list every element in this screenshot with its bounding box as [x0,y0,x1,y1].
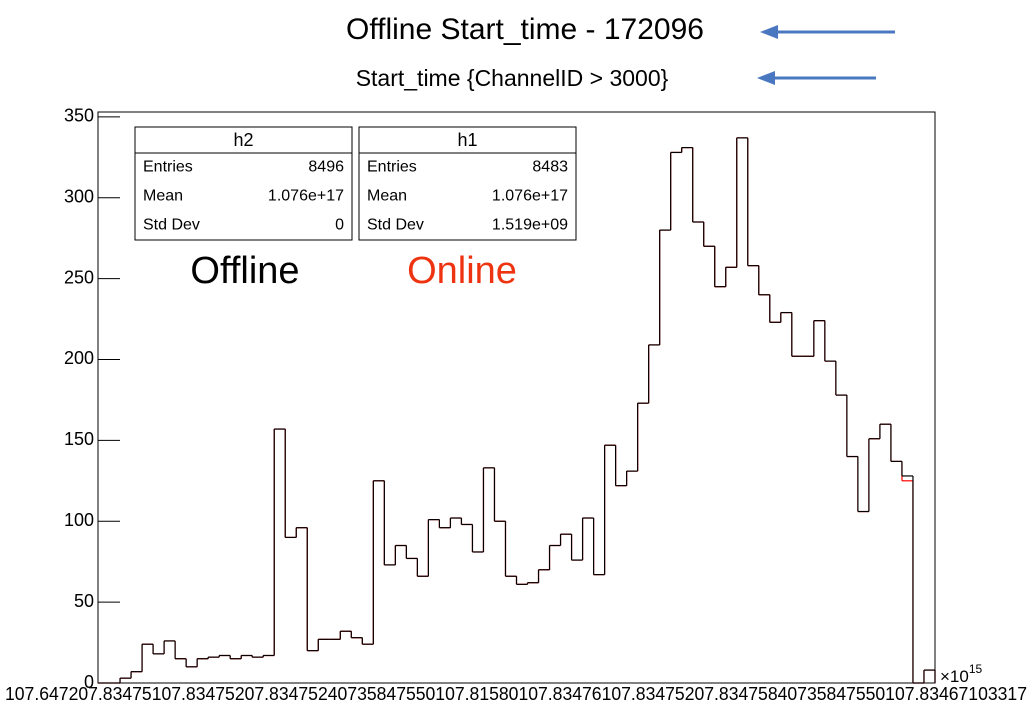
stat-label: Mean [367,188,407,205]
x-tick-labels: 107.647207.83475107.83475207.83475240735… [5,684,1027,704]
x-multiplier-base: ×10 [940,667,969,686]
stat-box-title: h2 [233,130,253,150]
stat-label: Std Dev [143,217,200,234]
stat-value: 8483 [532,159,568,176]
x-multiplier-exponent: 15 [969,662,983,676]
chart-subtitle: Start_time {ChannelID > 3000} [356,65,669,91]
y-tick-label: 0 [84,672,94,692]
x-multiplier: ×1015 [940,662,983,686]
annotation: Offline [190,250,299,292]
y-tick-label: 200 [64,348,94,368]
stat-label: Std Dev [367,217,424,234]
y-tick-label: 250 [64,267,94,287]
stat-value: 1.519e+09 [492,217,568,234]
stat-value: 1.076e+17 [268,188,344,205]
stat-label: Entries [143,159,193,176]
y-tick-label: 350 [64,106,94,126]
annotation: Online [407,250,517,292]
arrow-head [757,71,775,85]
stat-label: Entries [367,159,417,176]
stat-value: 1.076e+17 [492,188,568,205]
y-tick-label: 300 [64,186,94,206]
stat-box-frame [358,126,577,241]
stat-value: 8496 [308,159,344,176]
y-tick-label: 50 [74,591,94,611]
stat-box-frame [134,126,353,241]
stat-value: 0 [335,217,344,234]
arrow-head [760,25,778,39]
stat-box: h2 Entries 8496 Mean 1.076e+17 Std Dev 0 [134,126,353,241]
arrows [757,25,895,85]
chart-title: Offline Start_time - 172096 [346,13,704,46]
y-tick-label: 100 [64,510,94,530]
plot-frame [97,111,936,684]
stat-box-title: h1 [457,130,477,150]
stat-label: Mean [143,188,183,205]
y-tick-label: 150 [64,429,94,449]
stat-box: h1 Entries 8483 Mean 1.076e+17 Std Dev 1.519e+… [358,126,577,241]
